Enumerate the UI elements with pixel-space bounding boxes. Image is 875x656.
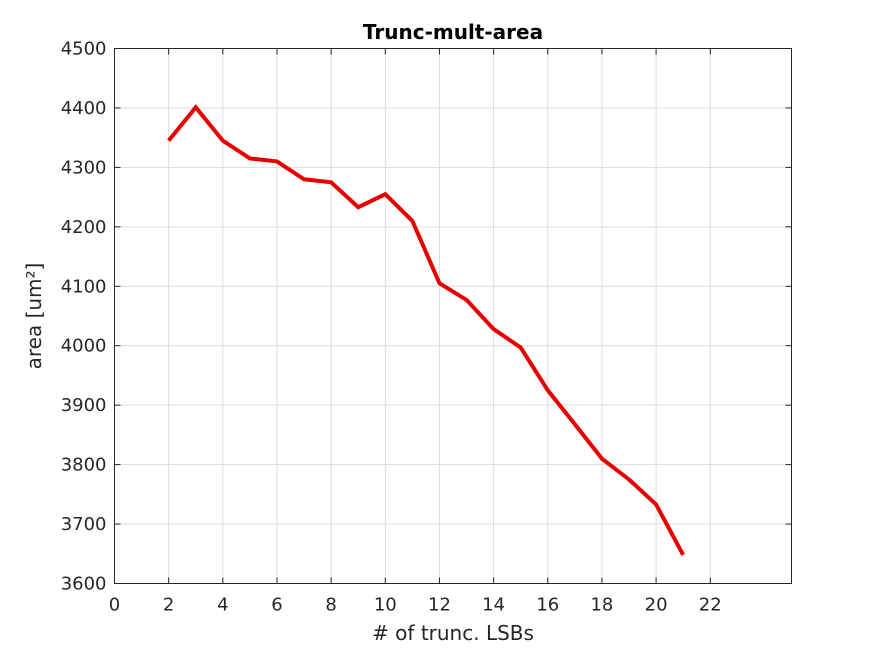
x-tick-label: 14 xyxy=(482,595,505,616)
y-tick-label: 4000 xyxy=(61,336,107,357)
x-tick-label: 2 xyxy=(163,595,174,616)
x-tick-label: 16 xyxy=(536,595,559,616)
x-tick-label: 20 xyxy=(645,595,668,616)
x-tick-label: 6 xyxy=(271,595,282,616)
series-layer xyxy=(167,104,685,556)
x-tick-label: 8 xyxy=(325,595,336,616)
y-tick-label: 4200 xyxy=(61,217,107,238)
y-tick-label: 4500 xyxy=(61,39,107,60)
y-tick-label: 3900 xyxy=(61,395,107,416)
y-tick-label: 3600 xyxy=(61,574,107,595)
series-line xyxy=(167,104,685,556)
grid-lines xyxy=(114,48,792,584)
y-tick-label: 3800 xyxy=(61,455,107,476)
x-tick-label: 4 xyxy=(217,595,228,616)
axis-ticks: 0 2 4 6 8 10 12 14 16 18 20 22 3600 3700 3800 3900 4000 4… xyxy=(61,39,792,616)
y-tick-label: 4100 xyxy=(61,276,107,297)
chart-title: Trunc-mult-area xyxy=(363,20,543,44)
x-tick-label: 0 xyxy=(109,595,120,616)
x-tick-label: 22 xyxy=(699,595,722,616)
y-axis-label: area [um²] xyxy=(22,263,46,370)
x-tick-label: 10 xyxy=(374,595,397,616)
y-tick-label: 3700 xyxy=(61,514,107,535)
plot-area xyxy=(114,48,792,584)
x-axis-label: # of trunc. LSBs xyxy=(372,621,534,645)
x-tick-label: 18 xyxy=(590,595,613,616)
y-tick-label: 4400 xyxy=(61,98,107,119)
y-tick-label: 4300 xyxy=(61,157,107,178)
x-tick-label: 12 xyxy=(428,595,451,616)
